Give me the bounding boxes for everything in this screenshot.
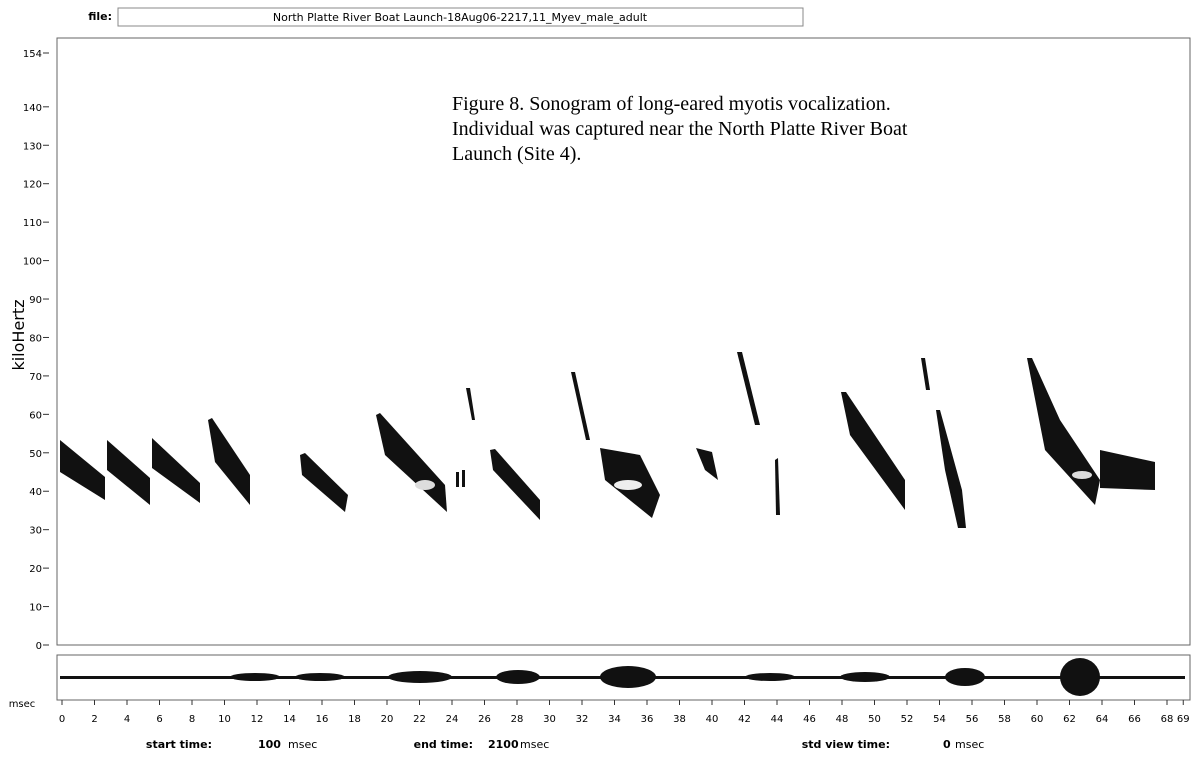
x-tick-label: 16 [316,714,329,725]
x-tick-label: 46 [803,714,816,725]
y-tick-label: 30 [29,526,42,537]
burst [840,672,890,682]
burst [600,666,656,688]
caption-line: Figure 8. Sonogram of long-eared myotis … [452,93,891,115]
end-label: end time: [414,738,473,751]
x-tick-label: 48 [836,714,849,725]
x-tick-label: 32 [576,714,589,725]
y-tick-label: 10 [29,603,42,614]
y-tick-label: 40 [29,487,42,498]
x-tick-label: 56 [966,714,979,725]
sonogram-window: file: North Platte River Boat Launch-18A… [0,0,1194,757]
x-tick-label: 69 [1177,714,1190,725]
x-tick-label: 44 [771,714,784,725]
burst [496,670,540,684]
y-tick-label: 60 [29,410,42,421]
x-tick-label: 66 [1128,714,1141,725]
x-tick-label: 24 [446,714,459,725]
y-tick-label: 154 [23,49,42,60]
x-tick-label: 14 [283,714,296,725]
burst [295,673,345,681]
burst [745,673,795,681]
x-tick-label: 34 [608,714,621,725]
y-tick-label: 50 [29,449,42,460]
x-tick-label: 4 [124,714,130,725]
y-tick-label: 80 [29,333,42,344]
std-value: 0 [943,738,951,751]
highlight [614,480,642,490]
x-tick-label: 50 [868,714,881,725]
std-label: std view time: [802,738,890,751]
x-tick-label: 54 [933,714,946,725]
y-tick-label: 130 [23,141,42,152]
burst [945,668,985,686]
x-tick-label: 20 [381,714,394,725]
start-value: 100 [258,738,281,751]
x-tick-label: 36 [641,714,654,725]
start-label: start time: [146,738,212,751]
x-tick-label: 58 [998,714,1011,725]
x-tick-label: 26 [478,714,491,725]
y-tick-label: 70 [29,372,42,383]
end-unit: msec [520,738,549,751]
x-axis-unit: msec [9,699,36,710]
burst [1060,658,1100,696]
x-tick-label: 62 [1063,714,1076,725]
x-tick-label: 10 [218,714,231,725]
x-tick-label: 12 [251,714,264,725]
highlight [415,480,435,490]
caption-line: Launch (Site 4). [452,143,581,165]
y-tick-label: 120 [23,180,42,191]
start-unit: msec [288,738,317,751]
y-tick-label: 100 [23,257,42,268]
y-tick-label: 140 [23,103,42,114]
x-tick-label: 8 [189,714,195,725]
burst [388,671,452,683]
x-tick-label: 38 [673,714,686,725]
x-tick-label: 2 [91,714,97,725]
x-tick-label: 28 [511,714,524,725]
highlight [1072,471,1092,479]
x-tick-label: 52 [901,714,914,725]
file-name: North Platte River Boat Launch-18Aug06-2… [273,11,648,24]
std-unit: msec [955,738,984,751]
x-tick-label: 22 [413,714,426,725]
x-tick-label: 60 [1031,714,1044,725]
x-tick-label: 0 [59,714,65,725]
y-tick-label: 90 [29,295,42,306]
x-tick-label: 68 [1161,714,1174,725]
x-tick-label: 64 [1096,714,1109,725]
x-tick-label: 40 [706,714,719,725]
x-tick-label: 30 [543,714,556,725]
x-tick-label: 42 [738,714,751,725]
x-tick-label: 6 [156,714,162,725]
y-tick-label: 0 [36,641,42,652]
x-tick-label: 18 [348,714,361,725]
file-label: file: [88,10,112,23]
burst [230,673,280,681]
y-axis-label: kiloHertz [9,299,28,370]
y-tick-label: 110 [23,218,42,229]
caption-line: Individual was captured near the North P… [452,118,908,140]
y-tick-label: 20 [29,564,42,575]
end-value: 2100 [488,738,519,751]
